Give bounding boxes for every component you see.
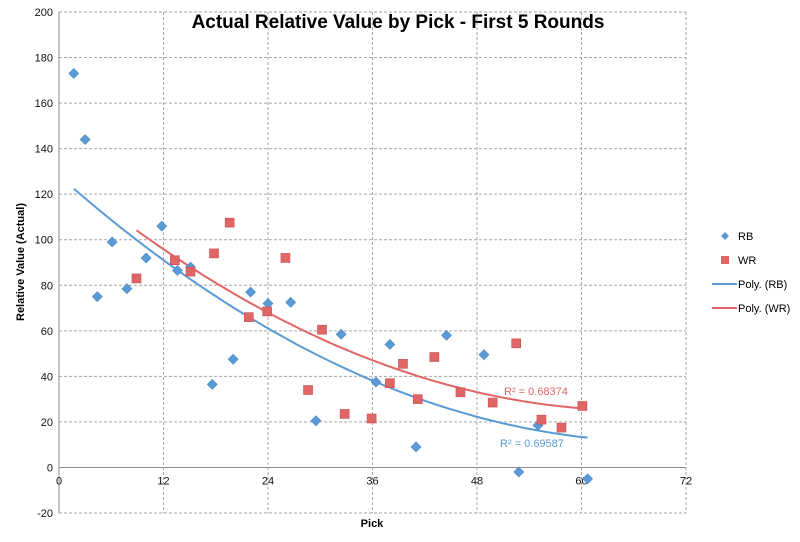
trendline-wr bbox=[135, 229, 583, 410]
wr-point bbox=[577, 401, 588, 411]
wr-point bbox=[262, 306, 272, 317]
wr-point bbox=[170, 255, 180, 266]
rb-point bbox=[310, 415, 322, 427]
y-tick-label: 0 bbox=[47, 462, 53, 474]
rb-point bbox=[384, 339, 396, 350]
trendline-rb bbox=[73, 187, 588, 439]
r2-label-wr: R² = 0.68374 bbox=[504, 386, 568, 398]
x-tick-label: 72 bbox=[680, 475, 692, 487]
rb-point bbox=[513, 466, 525, 478]
wr-point bbox=[224, 217, 235, 228]
wr-point bbox=[511, 338, 521, 349]
legend-item-poly-rb: Poly. (RB) bbox=[712, 279, 787, 291]
wr-point bbox=[366, 413, 377, 424]
rb-point bbox=[227, 353, 239, 365]
rb-point bbox=[370, 376, 382, 388]
rb-point bbox=[206, 378, 218, 390]
rb-point bbox=[441, 329, 452, 341]
x-tick-label: 36 bbox=[366, 475, 378, 487]
rb-point bbox=[121, 283, 133, 295]
x-tick-label: 0 bbox=[56, 475, 62, 487]
legend-item-rb: RB bbox=[721, 231, 753, 243]
wr-point bbox=[556, 422, 567, 433]
r2-label-rb: R² = 0.69587 bbox=[500, 438, 564, 450]
y-tick-label: 180 bbox=[35, 53, 53, 65]
x-tick-label: 48 bbox=[471, 475, 483, 487]
wr-point bbox=[487, 397, 498, 408]
chart-title: Actual Relative Value by Pick - First 5 … bbox=[192, 12, 605, 33]
y-tick-label: 20 bbox=[41, 417, 53, 429]
wr-point bbox=[385, 378, 395, 388]
rb-point bbox=[335, 328, 347, 340]
wr-point bbox=[131, 273, 142, 284]
wr-point bbox=[317, 324, 327, 335]
x-tick-labels: 0 12 24 36 48 60 72 bbox=[56, 475, 692, 487]
data-points bbox=[68, 68, 594, 485]
wr-point bbox=[303, 385, 313, 395]
y-tick-labels: -20 0 20 40 60 80 100 120 140 160 180 200 bbox=[35, 7, 53, 520]
wr-point bbox=[209, 248, 219, 259]
x-axis-label: Pick bbox=[361, 518, 385, 530]
rb-point bbox=[478, 349, 490, 361]
rb-point bbox=[140, 252, 152, 264]
legend-square-icon bbox=[721, 256, 729, 264]
x-tick-label: 24 bbox=[262, 475, 274, 487]
wr-point bbox=[412, 394, 423, 404]
wr-point bbox=[429, 352, 440, 362]
trendlines bbox=[73, 187, 588, 439]
grid-lines bbox=[59, 11, 687, 514]
rb-point bbox=[68, 68, 80, 79]
rb-point bbox=[245, 286, 257, 298]
rb-point bbox=[582, 473, 594, 485]
y-tick-label: 80 bbox=[41, 280, 53, 292]
y-axis-label: Relative Value (Actual) bbox=[15, 203, 27, 321]
y-tick-label: 160 bbox=[35, 98, 53, 110]
legend-item-wr: WR bbox=[721, 255, 756, 267]
y-tick-label: 100 bbox=[35, 235, 53, 247]
wr-point bbox=[398, 359, 408, 369]
rb-point bbox=[91, 291, 103, 303]
rb-point bbox=[79, 134, 91, 145]
wr-point bbox=[244, 312, 254, 322]
legend-item-poly-wr: Poly. (WR) bbox=[712, 303, 790, 315]
rb-point bbox=[410, 441, 422, 453]
y-tick-label: 200 bbox=[35, 7, 53, 19]
axes bbox=[58, 12, 686, 513]
y-tick-label: 120 bbox=[35, 189, 53, 201]
y-tick-label: 40 bbox=[41, 371, 53, 383]
wr-point bbox=[455, 387, 466, 398]
y-tick-label: 140 bbox=[35, 144, 53, 156]
rb-point bbox=[106, 236, 118, 248]
wr-point bbox=[280, 253, 291, 263]
legend: RB WR Poly. (RB) Poly. (WR) bbox=[712, 231, 790, 315]
rb-point bbox=[172, 265, 183, 276]
legend-label: WR bbox=[738, 255, 756, 267]
wr-point bbox=[536, 414, 547, 425]
wr-point bbox=[185, 266, 196, 277]
y-tick-label: -20 bbox=[37, 508, 53, 520]
wr-point bbox=[339, 409, 350, 419]
legend-diamond-icon bbox=[721, 232, 729, 240]
legend-label: Poly. (RB) bbox=[738, 279, 787, 291]
y-tick-label: 60 bbox=[41, 326, 53, 338]
rb-point bbox=[285, 296, 297, 308]
rb-point bbox=[156, 220, 168, 232]
x-tick-label: 12 bbox=[157, 475, 169, 487]
legend-label: Poly. (WR) bbox=[738, 303, 790, 315]
legend-label: RB bbox=[738, 231, 753, 243]
